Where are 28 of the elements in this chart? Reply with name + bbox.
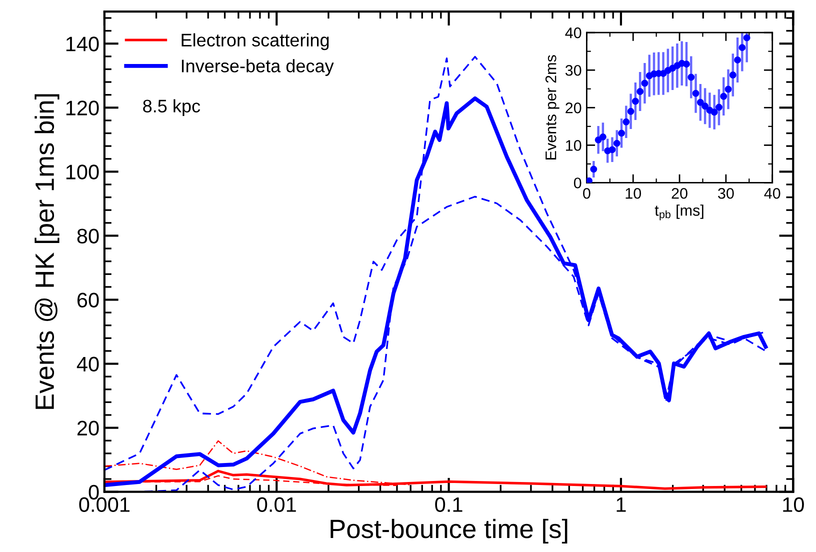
y-tick-label: 40: [565, 27, 582, 38]
x-tick-label: 0.1: [435, 497, 462, 512]
y-tick-label: 100: [66, 164, 99, 180]
y-tick-label: 140: [66, 36, 99, 52]
x-tick-label: 20: [672, 188, 688, 199]
x-tick-label: 0.01: [257, 497, 296, 512]
x-tick-label: 1: [616, 497, 626, 512]
x-axis-title: t$_{pb}$ [ms]: [654, 204, 704, 220]
legend-label: Inverse-beta decay: [182, 59, 334, 76]
y-tick-label: 40: [76, 356, 99, 372]
x-tick-label: 10: [783, 497, 804, 512]
y-axis-title: Events @ HK [per 1ms bin]: [34, 94, 60, 409]
y-tick-label: 60: [77, 292, 99, 308]
x-tick-label: 30: [718, 188, 734, 199]
y-tick-label: 80: [77, 228, 99, 244]
y-axis-title: Events per 2ms: [545, 55, 560, 160]
x-tick-label: 0: [583, 188, 590, 199]
annotation: 8.5 kpc: [143, 99, 200, 116]
y-tick-label: 30: [565, 64, 582, 76]
y-tick-label: 20: [566, 102, 582, 114]
y-tick-label: 20: [77, 420, 99, 436]
y-tick-label: 0: [574, 178, 582, 188]
x-tick-label: 40: [764, 188, 780, 199]
y-tick-label: 120: [66, 100, 99, 116]
x-axis-title: Post-bounce time [s]: [330, 518, 568, 544]
x-tick-label: 10: [626, 188, 642, 199]
y-tick-label: 10: [566, 140, 582, 151]
legend-label: Electron scattering: [182, 33, 329, 50]
